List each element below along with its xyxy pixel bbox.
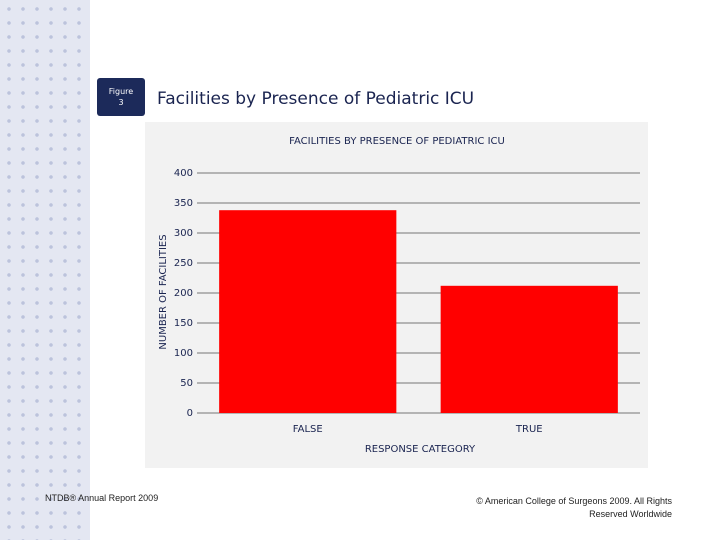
bar [219,210,397,413]
bar [440,285,618,413]
x-tick-label: FALSE [293,424,323,435]
y-tick-label: 0 [187,408,193,419]
y-tick-label: 50 [180,378,193,389]
y-tick-label: 150 [174,318,193,329]
y-tick-label: 100 [174,348,193,359]
decor-strip [0,0,90,540]
y-tick-label: 400 [174,168,193,179]
x-axis-title: RESPONSE CATEGORY [365,444,476,455]
footer-left: NTDB® Annual Report 2009 [45,493,159,503]
y-axis-title: NUMBER OF FACILITIES [158,234,169,349]
y-tick-label: 250 [174,258,193,269]
chart-title: FACILITIES BY PRESENCE OF PEDIATRIC ICU [289,136,505,147]
x-tick-label: TRUE [515,424,543,435]
y-tick-label: 200 [174,288,193,299]
figure-badge: Figure 3 [97,78,145,116]
slide-title: Facilities by Presence of Pediatric ICU [157,89,475,109]
y-tick-label: 300 [174,228,193,239]
footer-right: © American College of Surgeons 2009. All… [476,496,672,519]
figure-label: Figure 3 [108,87,134,107]
y-tick-label: 350 [174,198,193,209]
